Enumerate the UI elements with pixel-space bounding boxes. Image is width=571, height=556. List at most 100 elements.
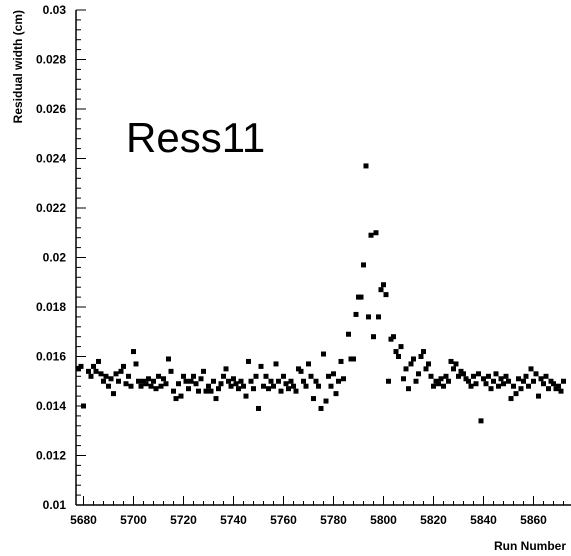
data-point bbox=[151, 378, 156, 384]
data-point bbox=[201, 368, 206, 374]
data-point bbox=[316, 383, 321, 389]
data-point bbox=[188, 378, 194, 384]
data-point bbox=[473, 381, 479, 387]
data-point bbox=[128, 383, 134, 389]
data-point bbox=[158, 383, 164, 389]
data-point bbox=[193, 381, 199, 387]
data-point bbox=[251, 386, 256, 392]
data-point bbox=[493, 371, 499, 377]
data-point bbox=[303, 383, 309, 389]
y-tick-label: 0.01 bbox=[43, 498, 67, 512]
data-point bbox=[526, 383, 531, 389]
data-point bbox=[111, 391, 116, 397]
data-point bbox=[191, 373, 196, 379]
data-point bbox=[333, 391, 339, 397]
data-point bbox=[308, 373, 314, 379]
data-point bbox=[543, 373, 549, 379]
data-point bbox=[468, 383, 474, 389]
data-point bbox=[173, 396, 179, 402]
data-point bbox=[381, 282, 386, 288]
x-tick-label: 5720 bbox=[170, 513, 197, 527]
y-tick-label: 0.016 bbox=[36, 350, 66, 364]
data-point bbox=[261, 383, 266, 389]
data-point bbox=[88, 373, 94, 379]
data-points bbox=[76, 163, 566, 424]
data-point bbox=[168, 368, 174, 374]
data-point bbox=[283, 381, 289, 387]
data-point bbox=[483, 381, 489, 387]
data-point bbox=[78, 363, 84, 369]
data-point bbox=[476, 371, 481, 377]
data-point bbox=[186, 386, 191, 392]
data-point bbox=[453, 361, 459, 367]
data-point bbox=[206, 383, 211, 389]
data-point bbox=[121, 363, 126, 369]
data-point bbox=[373, 230, 379, 236]
y-tick-label: 0.018 bbox=[36, 300, 66, 314]
data-point bbox=[481, 376, 486, 382]
data-point bbox=[391, 334, 396, 340]
data-point bbox=[331, 371, 336, 377]
data-point bbox=[293, 388, 299, 394]
data-point bbox=[126, 373, 131, 379]
data-point bbox=[221, 373, 226, 379]
data-point bbox=[218, 381, 224, 387]
data-point bbox=[386, 378, 391, 384]
x-tick-label: 5700 bbox=[120, 513, 147, 527]
data-point bbox=[278, 388, 284, 394]
data-point bbox=[351, 356, 356, 362]
y-tick-label: 0.012 bbox=[36, 449, 66, 463]
data-point bbox=[116, 378, 121, 384]
data-point bbox=[123, 381, 129, 387]
data-point bbox=[146, 376, 151, 382]
data-point bbox=[166, 356, 171, 362]
data-point bbox=[138, 383, 144, 389]
data-point bbox=[238, 378, 244, 384]
data-point bbox=[313, 378, 319, 384]
data-point bbox=[163, 381, 169, 387]
data-point bbox=[471, 373, 476, 379]
data-point bbox=[131, 349, 136, 355]
data-point bbox=[403, 366, 409, 372]
data-point bbox=[318, 405, 324, 411]
data-point bbox=[236, 386, 241, 392]
x-axis-title: Run Number bbox=[494, 539, 566, 553]
data-point bbox=[436, 381, 441, 387]
data-point bbox=[441, 383, 446, 389]
data-point bbox=[556, 383, 561, 389]
data-point bbox=[358, 294, 364, 300]
data-point bbox=[103, 373, 109, 379]
y-tick-label: 0.026 bbox=[36, 102, 66, 116]
data-point bbox=[286, 386, 291, 392]
data-point bbox=[98, 371, 104, 377]
data-point bbox=[366, 314, 371, 320]
data-point bbox=[538, 376, 544, 382]
data-point bbox=[106, 383, 111, 389]
data-point bbox=[81, 403, 86, 409]
x-tick-label: 5780 bbox=[320, 513, 347, 527]
data-point bbox=[196, 388, 201, 394]
data-point bbox=[376, 314, 381, 320]
data-point bbox=[431, 383, 436, 389]
data-point bbox=[213, 396, 219, 402]
data-point bbox=[368, 232, 374, 238]
data-point bbox=[363, 163, 369, 169]
data-point bbox=[311, 396, 316, 402]
data-point bbox=[156, 373, 161, 379]
data-point bbox=[531, 378, 536, 384]
data-point bbox=[288, 378, 294, 384]
data-point bbox=[253, 373, 259, 379]
data-point bbox=[438, 376, 444, 382]
data-point bbox=[466, 378, 471, 384]
data-point bbox=[178, 393, 184, 399]
data-point bbox=[268, 378, 274, 384]
data-point bbox=[426, 361, 431, 367]
data-point bbox=[301, 378, 306, 384]
y-tick-label: 0.02 bbox=[43, 251, 67, 265]
data-point bbox=[393, 349, 399, 355]
y-axis-ticks: 0.01 0.012 0.014 0.016 0.018 0.02 0.022 0.024 0.… bbox=[36, 3, 86, 512]
data-point bbox=[326, 373, 331, 379]
data-point bbox=[298, 368, 304, 374]
data-point bbox=[536, 393, 541, 399]
